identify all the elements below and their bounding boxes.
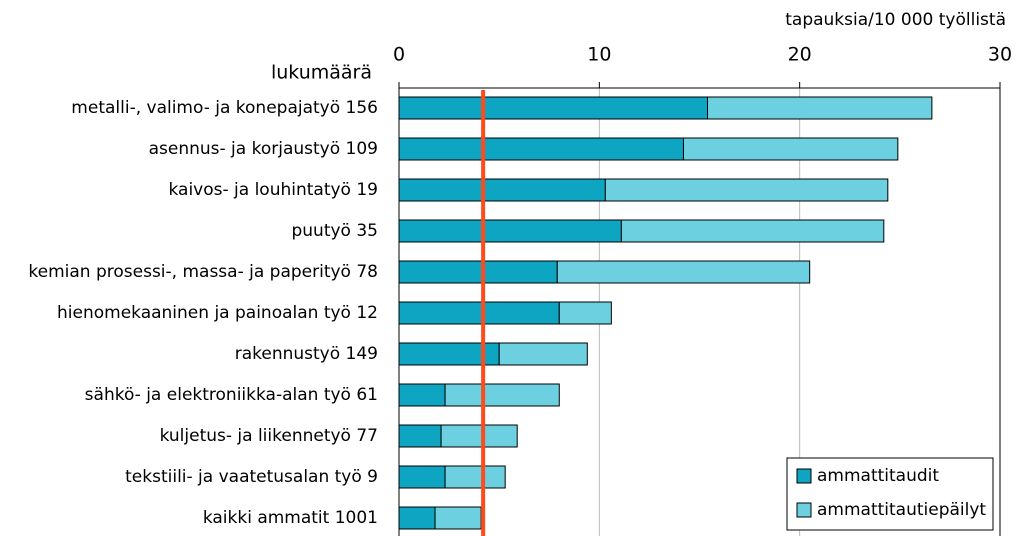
legend-label: ammattitaudit: [817, 466, 939, 486]
x-tick-label: 20: [788, 44, 812, 66]
bar-segment: [558, 301, 612, 325]
bar-segment: [398, 506, 436, 530]
bar-segment: [620, 219, 885, 243]
bar-segment: [444, 465, 506, 489]
bar-segment: [398, 424, 442, 448]
bar-segment: [398, 178, 606, 202]
bar-segment: [682, 137, 899, 161]
bar-segment: [604, 178, 889, 202]
bar-segment: [398, 260, 558, 284]
y-tick-label: kuljetus- ja liikennetyö 77: [160, 426, 378, 446]
y-tick-label: puutyö 35: [291, 221, 378, 241]
x-tick-label: 10: [587, 44, 611, 66]
y-tick-label: kemian prosessi-, massa- ja paperityö 78: [28, 262, 378, 282]
legend-label: ammattitautiepäilyt: [817, 500, 986, 520]
bar-segment: [398, 383, 446, 407]
legend-box: [786, 457, 994, 531]
y-tick-label: tekstiili- ja vaatetusalan työ 9: [125, 467, 378, 487]
bar-segment: [398, 219, 622, 243]
bar-segment: [444, 383, 560, 407]
x-tick-label: 0: [393, 44, 405, 66]
x-axis-label: tapauksia/10 000 työllistä: [785, 10, 1006, 30]
legend-swatch: [796, 468, 812, 484]
legend-swatch: [796, 502, 812, 518]
bar-segment: [498, 342, 588, 366]
bar-segment: [398, 465, 446, 489]
x-tick-label: 30: [988, 44, 1012, 66]
y-tick-label: kaivos- ja louhintatyö 19: [168, 180, 378, 200]
bar-segment: [440, 424, 518, 448]
bar-segment: [398, 301, 560, 325]
bar-segment: [707, 96, 933, 120]
category-header: lukumäärä: [271, 62, 372, 84]
bar-segment: [556, 260, 811, 284]
y-tick-label: asennus- ja korjaustyö 109: [149, 139, 378, 159]
bar-segment: [398, 96, 709, 120]
y-tick-label: sähkö- ja elektroniikka-alan työ 61: [85, 385, 378, 405]
y-tick-label: metalli-, valimo- ja konepajatyö 156: [71, 98, 378, 118]
y-tick-label: kaikki ammatit 1001: [203, 508, 378, 528]
y-tick-label: hienomekaaninen ja painoalan työ 12: [57, 303, 378, 323]
bar-segment: [398, 137, 684, 161]
y-tick-label: rakennustyö 149: [235, 344, 378, 364]
bar-segment: [434, 506, 482, 530]
